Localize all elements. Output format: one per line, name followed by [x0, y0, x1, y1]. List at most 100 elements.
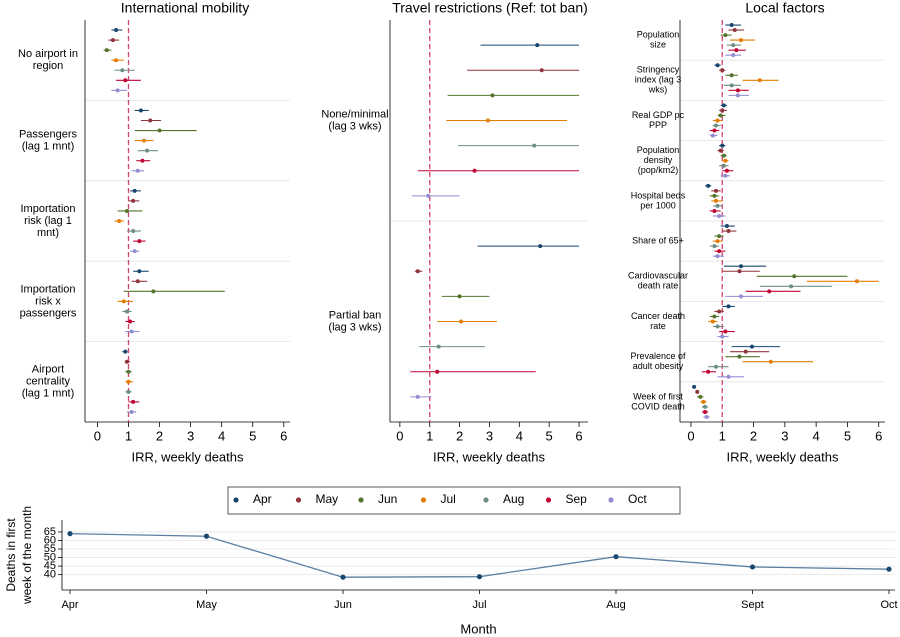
data-point: [886, 566, 892, 572]
category-label: risk x: [35, 295, 61, 307]
category-label: No airport in: [18, 48, 78, 60]
point-estimate: [732, 28, 737, 33]
data-point: [749, 564, 756, 570]
point-estimate: [729, 73, 734, 78]
x-axis-title: IRR, weekly deaths: [727, 449, 839, 464]
legend-label: Jul: [441, 492, 456, 506]
category-label: Importation: [20, 203, 75, 215]
x-tick-label: 5: [844, 428, 851, 443]
category-label: adult obesity: [633, 361, 684, 371]
point-estimate: [436, 344, 441, 349]
data-point: [203, 533, 210, 539]
point-estimate: [706, 369, 711, 374]
x-tick-label: 6: [575, 428, 582, 443]
x-axis-title: IRR, weekly deaths: [132, 449, 244, 464]
point-estimate: [718, 113, 723, 118]
point-estimate: [715, 63, 720, 68]
category-label: (lag 1 mnt): [22, 141, 75, 153]
point-estimate: [415, 269, 420, 274]
point-estimate: [142, 138, 147, 143]
category-label: Population: [637, 145, 680, 155]
point-estimate: [789, 284, 794, 289]
legend-label: Apr: [253, 492, 272, 506]
point-estimate: [695, 389, 700, 394]
x-tick-label: 0: [396, 428, 403, 443]
category-label: Partial ban: [329, 309, 382, 321]
point-estimate: [768, 359, 773, 364]
x-tick-label: 0: [687, 428, 694, 443]
x-tick-label: 3: [486, 428, 493, 443]
point-estimate: [757, 78, 762, 83]
x-axis-title: Month: [460, 621, 496, 636]
x-tick-label: 0: [94, 428, 101, 443]
point-estimate: [712, 314, 717, 319]
category-label: None/minimal: [321, 108, 388, 120]
point-estimate: [114, 58, 119, 63]
x-tick-label: 1: [125, 428, 132, 443]
point-estimate: [124, 359, 129, 364]
point-estimate: [723, 33, 728, 38]
point-estimate: [135, 168, 140, 173]
point-estimate: [157, 128, 162, 133]
point-estimate: [715, 239, 720, 244]
panel-title: International mobility: [121, 0, 249, 16]
x-tick-label: 5: [249, 428, 256, 443]
data-point: [613, 554, 619, 560]
x-tick-label: May: [196, 599, 217, 611]
point-estimate: [148, 118, 153, 123]
category-label: wks): [648, 85, 668, 95]
point-estimate: [135, 279, 140, 284]
point-estimate: [126, 379, 131, 384]
point-estimate: [132, 249, 137, 254]
point-estimate: [739, 38, 744, 43]
point-estimate: [129, 329, 134, 334]
point-estimate: [717, 309, 722, 314]
category-label: Week of first: [633, 391, 683, 401]
legend-marker: [545, 497, 552, 503]
point-estimate: [457, 294, 462, 299]
point-estimate: [713, 364, 718, 369]
point-estimate: [532, 143, 537, 148]
y-axis-title: Deaths in first: [4, 518, 18, 592]
category-label: Importation: [20, 283, 75, 295]
category-label: centrality: [26, 376, 71, 388]
point-estimate: [435, 369, 440, 374]
point-estimate: [743, 349, 748, 354]
point-estimate: [706, 183, 711, 188]
point-estimate: [712, 193, 717, 198]
point-estimate: [485, 118, 490, 123]
point-estimate: [720, 334, 725, 339]
category-label: rate: [650, 321, 666, 331]
point-estimate: [140, 158, 145, 163]
point-estimate: [490, 93, 495, 98]
x-tick-label: Jul: [472, 599, 486, 611]
x-tick-label: 4: [218, 428, 225, 443]
point-estimate: [737, 354, 742, 359]
point-estimate: [749, 344, 754, 349]
point-estimate: [124, 208, 129, 213]
point-estimate: [126, 389, 131, 394]
point-estimate: [713, 198, 718, 203]
category-label: Real GDP pc: [632, 110, 685, 120]
category-label: Passengers: [19, 129, 78, 141]
point-estimate: [120, 68, 125, 73]
point-estimate: [737, 269, 742, 274]
point-estimate: [137, 269, 142, 274]
category-label: (lag 1 mnt): [22, 388, 75, 400]
category-label: Cardiovascular: [628, 271, 688, 281]
x-tick-label: Oct: [880, 599, 897, 611]
legend-label: Oct: [628, 492, 647, 506]
data-point: [340, 574, 346, 580]
category-label: region: [33, 60, 64, 72]
category-label: Airport: [32, 364, 64, 376]
point-estimate: [715, 324, 720, 329]
point-estimate: [137, 239, 142, 244]
point-estimate: [710, 319, 715, 324]
point-estimate: [724, 168, 729, 173]
legend-marker: [483, 497, 489, 503]
category-label: Prevalence of: [630, 351, 686, 361]
point-estimate: [726, 374, 731, 379]
point-estimate: [717, 234, 722, 239]
x-tick-label: 5: [546, 428, 553, 443]
